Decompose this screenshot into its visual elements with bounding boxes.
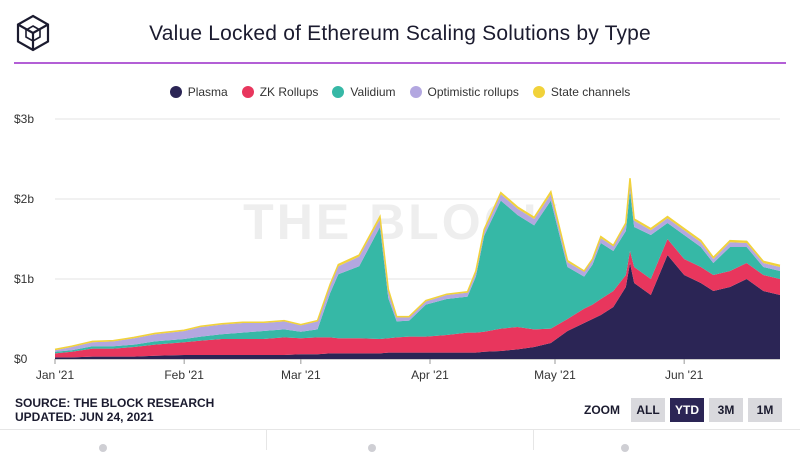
y-tick-label: $3b: [14, 112, 34, 126]
x-tick-label: Apr '21: [411, 368, 449, 382]
legend-swatch: [169, 86, 182, 98]
area-series-plasma: [55, 255, 780, 359]
zoom-1m-button[interactable]: 1M: [748, 398, 782, 422]
zoom-all-button[interactable]: ALL: [631, 398, 665, 422]
legend-item[interactable]: Validium: [332, 85, 396, 99]
legend-label: State channels: [550, 85, 631, 99]
embed-icon[interactable]: [621, 444, 629, 452]
legend-label: Validium: [350, 85, 396, 99]
chart-legend: Plasma ZK Rollups Validium Optimistic rollu…: [0, 85, 800, 99]
x-tick-label: Jun '21: [665, 368, 704, 382]
legend-swatch: [241, 86, 254, 98]
x-tick-label: May '21: [534, 368, 576, 382]
chart-title: Value Locked of Ethereum Scaling Solutio…: [149, 22, 651, 45]
legend-swatch: [409, 86, 422, 98]
share-bar: [0, 429, 800, 452]
updated-text: UPDATED: JUN 24, 2021: [15, 410, 154, 424]
y-tick-label: $1b: [14, 272, 34, 286]
cube-icon: [16, 14, 50, 52]
legend-label: Optimistic rollups: [427, 85, 519, 99]
x-tick-label: Mar '21: [281, 368, 321, 382]
zoom-3m-button[interactable]: 3M: [709, 398, 743, 422]
zoom-ytd-button[interactable]: YTD: [670, 398, 704, 422]
legend-swatch: [332, 86, 345, 98]
header-divider: [14, 62, 786, 64]
legend-item[interactable]: State channels: [532, 85, 631, 99]
chart-header: Value Locked of Ethereum Scaling Solutio…: [0, 0, 800, 62]
x-tick-label: Feb '21: [164, 368, 204, 382]
y-tick-label: $2b: [14, 192, 34, 206]
area-top-outline: [54, 178, 781, 351]
share-icon[interactable]: [99, 444, 107, 452]
legend-item[interactable]: Plasma: [169, 85, 228, 99]
y-tick-label: $0: [14, 352, 28, 366]
download-icon[interactable]: [368, 444, 376, 452]
legend-swatch: [532, 86, 545, 98]
legend-label: ZK Rollups: [259, 85, 319, 99]
x-tick-label: Jan '21: [36, 368, 75, 382]
share-separator: [533, 430, 534, 450]
legend-item[interactable]: ZK Rollups: [241, 85, 319, 99]
source-note: SOURCE: THE BLOCK RESEARCH UPDATED: JUN …: [15, 396, 214, 424]
source-text: SOURCE: THE BLOCK RESEARCH: [15, 396, 215, 410]
legend-item[interactable]: Optimistic rollups: [409, 85, 519, 99]
area-series-validium: [55, 191, 780, 354]
legend-label: Plasma: [187, 85, 228, 99]
zoom-label: ZOOM: [584, 403, 620, 417]
zoom-controls: ZOOM ALL YTD 3M 1M: [584, 398, 782, 422]
share-separator: [266, 430, 267, 450]
